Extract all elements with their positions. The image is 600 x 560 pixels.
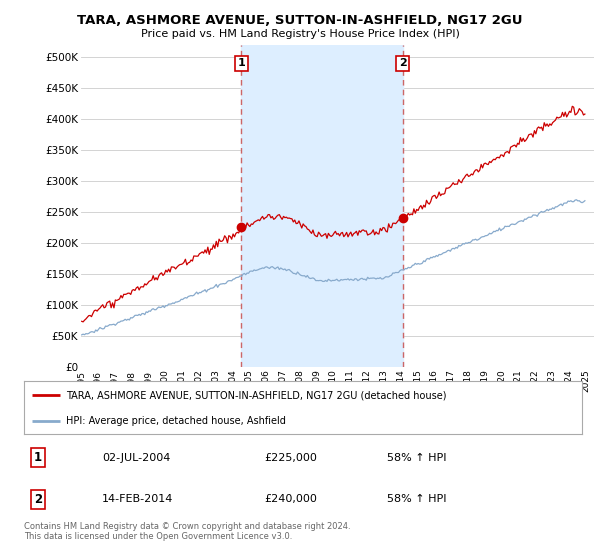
Text: 58% ↑ HPI: 58% ↑ HPI xyxy=(387,452,446,463)
Text: 02-JUL-2004: 02-JUL-2004 xyxy=(102,452,170,463)
Text: TARA, ASHMORE AVENUE, SUTTON-IN-ASHFIELD, NG17 2GU (detached house): TARA, ASHMORE AVENUE, SUTTON-IN-ASHFIELD… xyxy=(66,390,446,400)
Text: 1: 1 xyxy=(238,58,245,68)
Text: £225,000: £225,000 xyxy=(264,452,317,463)
Text: TARA, ASHMORE AVENUE, SUTTON-IN-ASHFIELD, NG17 2GU: TARA, ASHMORE AVENUE, SUTTON-IN-ASHFIELD… xyxy=(77,14,523,27)
Text: £240,000: £240,000 xyxy=(264,494,317,504)
Text: 2: 2 xyxy=(399,58,406,68)
Text: Price paid vs. HM Land Registry's House Price Index (HPI): Price paid vs. HM Land Registry's House … xyxy=(140,29,460,39)
Text: 2: 2 xyxy=(34,493,42,506)
Bar xyxy=(241,45,403,367)
Text: 58% ↑ HPI: 58% ↑ HPI xyxy=(387,494,446,504)
Text: 14-FEB-2014: 14-FEB-2014 xyxy=(102,494,173,504)
Text: Contains HM Land Registry data © Crown copyright and database right 2024.
This d: Contains HM Land Registry data © Crown c… xyxy=(24,522,350,542)
Text: HPI: Average price, detached house, Ashfield: HPI: Average price, detached house, Ashf… xyxy=(66,416,286,426)
Text: 1: 1 xyxy=(34,451,42,464)
